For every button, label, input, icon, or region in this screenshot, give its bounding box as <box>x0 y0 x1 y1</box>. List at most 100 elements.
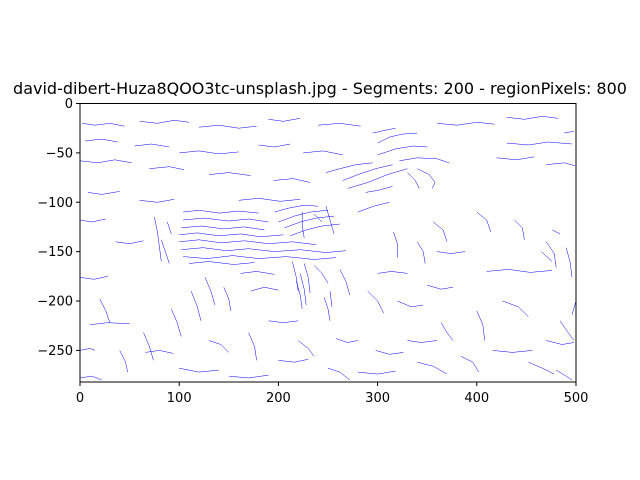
segment-line-24 <box>377 132 418 144</box>
segment-line-94 <box>407 340 438 343</box>
segment-line-21 <box>325 162 373 173</box>
segment-line-101 <box>171 308 182 337</box>
segment-line-73 <box>339 269 351 296</box>
segment-line-49 <box>154 217 162 262</box>
segment-line-35 <box>181 225 265 231</box>
segment-line-82 <box>476 211 491 232</box>
segment-line-23 <box>347 168 408 189</box>
segment-line-39 <box>183 255 336 260</box>
y-tick-label-3: −150 <box>37 245 73 260</box>
segment-line-19 <box>208 172 251 176</box>
segment-line-112 <box>79 375 102 381</box>
x-tick-label-3: 300 <box>365 391 390 406</box>
segment-line-56 <box>89 322 130 325</box>
segment-line-51 <box>167 221 172 234</box>
segment-line-57 <box>79 348 95 351</box>
x-tick-label-2: 200 <box>266 391 291 406</box>
segment-line-77 <box>427 284 454 290</box>
segment-line-113 <box>556 369 573 381</box>
segment-line-30 <box>87 191 120 195</box>
segment-line-20 <box>273 178 311 183</box>
segment-line-54 <box>79 276 108 280</box>
segment-line-11 <box>179 150 239 155</box>
plot-frame <box>79 103 577 383</box>
segment-line-27 <box>417 168 436 189</box>
x-tick-label-4: 400 <box>464 391 489 406</box>
segment-line-53 <box>115 240 144 244</box>
segment-line-84 <box>552 229 561 235</box>
segment-line-50 <box>161 239 170 264</box>
segment-line-107 <box>417 361 448 375</box>
x-tick-label-5: 500 <box>564 391 589 406</box>
segment-line-64 <box>250 286 279 292</box>
segment-line-17 <box>79 159 132 164</box>
segment-line-74 <box>377 271 408 274</box>
segment-line-69 <box>323 297 331 321</box>
segment-line-99 <box>248 332 257 361</box>
segment-line-71 <box>268 320 299 323</box>
x-tick-label-1: 100 <box>167 391 192 406</box>
segment-line-95 <box>375 350 404 355</box>
segment-line-15 <box>496 156 535 161</box>
segment-line-47 <box>313 213 323 223</box>
segment-line-97 <box>298 340 315 357</box>
y-axis: 0 −50 −100 −150 −200 −250 <box>37 97 80 359</box>
segment-line-68 <box>303 263 311 294</box>
segment-line-41 <box>274 204 319 213</box>
segment-line-92 <box>476 310 485 341</box>
segment-line-70 <box>329 291 333 307</box>
segment-line-98 <box>278 359 309 363</box>
segment-line-75 <box>367 290 384 314</box>
segment-line-8 <box>564 130 575 134</box>
segment-line-58 <box>143 332 154 361</box>
segment-line-0 <box>81 123 125 127</box>
segment-line-44 <box>290 223 340 237</box>
segment-line-72 <box>313 265 329 284</box>
segment-line-52 <box>79 218 106 223</box>
segment-line-88 <box>541 251 553 262</box>
segment-line-40 <box>189 261 255 265</box>
y-tick-label-4: −200 <box>37 295 73 310</box>
segment-line-1 <box>139 120 190 124</box>
segment-line-43 <box>284 215 335 229</box>
segment-line-9 <box>84 138 118 143</box>
segment-line-14 <box>506 141 573 146</box>
segment-line-80 <box>437 251 465 254</box>
segment-line-83 <box>514 219 525 240</box>
segment-line-79 <box>393 231 398 258</box>
segment-line-103 <box>179 367 219 373</box>
segment-line-38 <box>181 247 346 253</box>
segment-line-29 <box>365 186 393 193</box>
segment-line-104 <box>228 374 269 379</box>
segment-line-89 <box>565 247 573 278</box>
segment-line-67 <box>292 261 299 292</box>
y-tick-label-1: −50 <box>46 146 73 161</box>
segment-line-111 <box>546 340 575 345</box>
segment-line-46 <box>325 206 335 234</box>
segment-line-93 <box>440 322 454 341</box>
segment-line-90 <box>571 300 577 315</box>
y-tick-label-0: 0 <box>65 97 73 112</box>
segment-line-76 <box>397 300 424 308</box>
segment-line-7 <box>506 116 559 120</box>
segment-line-5 <box>372 127 396 134</box>
segment-line-48 <box>357 202 390 213</box>
segment-line-60 <box>190 291 202 321</box>
y-tick-label-2: −100 <box>37 196 73 211</box>
segment-line-108 <box>460 356 480 373</box>
segment-line-6 <box>437 122 495 126</box>
segment-line-18 <box>149 166 185 170</box>
segment-line-32 <box>238 198 301 202</box>
segment-line-10 <box>134 143 170 148</box>
segment-line-87 <box>502 300 529 317</box>
segment-line-2 <box>198 124 257 129</box>
segment-line-63 <box>240 271 275 275</box>
segment-line-13 <box>303 150 343 156</box>
segment-line-66 <box>299 273 307 306</box>
segment-line-12 <box>258 143 291 148</box>
segment-line-25 <box>377 145 428 156</box>
y-tick-label-5: −250 <box>37 344 73 359</box>
segment-line-100 <box>208 340 229 353</box>
segment-line-34 <box>183 217 269 223</box>
